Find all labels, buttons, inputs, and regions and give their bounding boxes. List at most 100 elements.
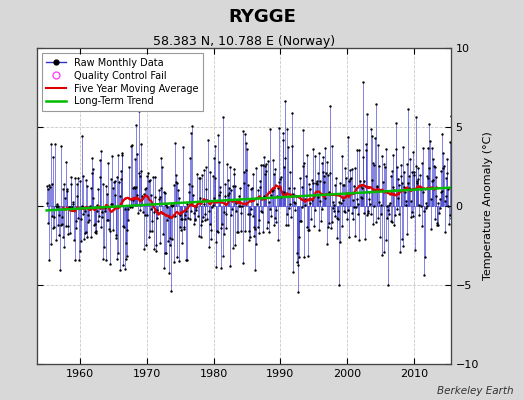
Point	[414, 212, 423, 218]
Point	[58, 214, 66, 220]
Point	[197, 234, 205, 240]
Point	[246, 234, 254, 240]
Point	[146, 177, 154, 184]
Point	[419, 189, 428, 196]
Point	[96, 224, 105, 230]
Point	[155, 187, 163, 194]
Point	[116, 168, 125, 174]
Point	[394, 195, 402, 201]
Point	[313, 181, 321, 188]
Point	[223, 177, 232, 183]
Point	[283, 126, 291, 132]
Point	[286, 169, 294, 176]
Point	[386, 173, 395, 180]
Point	[172, 172, 181, 178]
Point	[85, 204, 94, 211]
Point	[363, 212, 371, 218]
Point	[442, 174, 451, 181]
Point	[446, 212, 454, 219]
Point	[423, 175, 432, 182]
Point	[246, 210, 255, 217]
Point	[416, 172, 424, 179]
Point	[45, 181, 53, 188]
Point	[93, 208, 102, 214]
Point	[367, 211, 375, 217]
Point	[66, 230, 74, 236]
Point	[245, 228, 254, 234]
Point	[441, 198, 449, 204]
Point	[230, 171, 238, 177]
Point	[345, 234, 354, 240]
Point	[49, 154, 57, 160]
Point	[63, 186, 71, 192]
Point	[190, 220, 198, 227]
Point	[360, 210, 368, 216]
Point	[359, 154, 367, 160]
Point	[214, 192, 223, 198]
Point	[402, 202, 410, 209]
Point	[67, 174, 75, 180]
Point	[50, 224, 58, 230]
Point	[269, 187, 277, 193]
Point	[418, 222, 427, 229]
Point	[314, 169, 322, 176]
Point	[167, 202, 175, 208]
Point	[53, 203, 62, 209]
Point	[88, 155, 96, 162]
Point	[165, 270, 173, 276]
Point	[150, 174, 159, 180]
Point	[252, 240, 260, 247]
Point	[108, 201, 116, 208]
Point	[270, 166, 279, 172]
Point	[271, 215, 280, 221]
Point	[420, 272, 428, 278]
Point	[236, 185, 244, 191]
Point	[177, 216, 185, 223]
Point	[300, 160, 308, 167]
Point	[100, 243, 108, 250]
Point	[380, 249, 388, 255]
Point	[70, 237, 78, 244]
Point	[380, 160, 389, 167]
Point	[389, 184, 397, 190]
Point	[265, 199, 273, 205]
Point	[125, 204, 134, 210]
Point	[120, 223, 128, 230]
Point	[229, 244, 237, 251]
Point	[421, 200, 430, 207]
Point	[340, 182, 348, 188]
Point	[422, 204, 430, 211]
Point	[397, 173, 405, 179]
Point	[158, 210, 166, 216]
Point	[153, 215, 161, 222]
Point	[339, 182, 347, 188]
Point	[309, 180, 317, 186]
Point	[48, 213, 56, 220]
Point	[414, 176, 422, 182]
Point	[316, 198, 325, 204]
Point	[93, 202, 101, 208]
Point	[250, 267, 259, 274]
Point	[428, 145, 436, 152]
Point	[155, 195, 163, 202]
Point	[233, 229, 241, 236]
Point	[357, 185, 366, 191]
Point	[195, 175, 203, 181]
Point	[169, 259, 178, 265]
Point	[180, 224, 188, 230]
Point	[193, 201, 201, 207]
Point	[261, 171, 269, 177]
Point	[291, 207, 300, 214]
Point	[364, 208, 373, 214]
Point	[80, 236, 88, 242]
Point	[123, 227, 132, 233]
Point	[446, 214, 455, 221]
Point	[384, 282, 392, 289]
Point	[143, 172, 151, 179]
Point	[205, 208, 213, 214]
Point	[140, 191, 148, 198]
Point	[214, 131, 222, 138]
Point	[369, 221, 377, 228]
Point	[107, 176, 115, 182]
Point	[53, 204, 61, 210]
